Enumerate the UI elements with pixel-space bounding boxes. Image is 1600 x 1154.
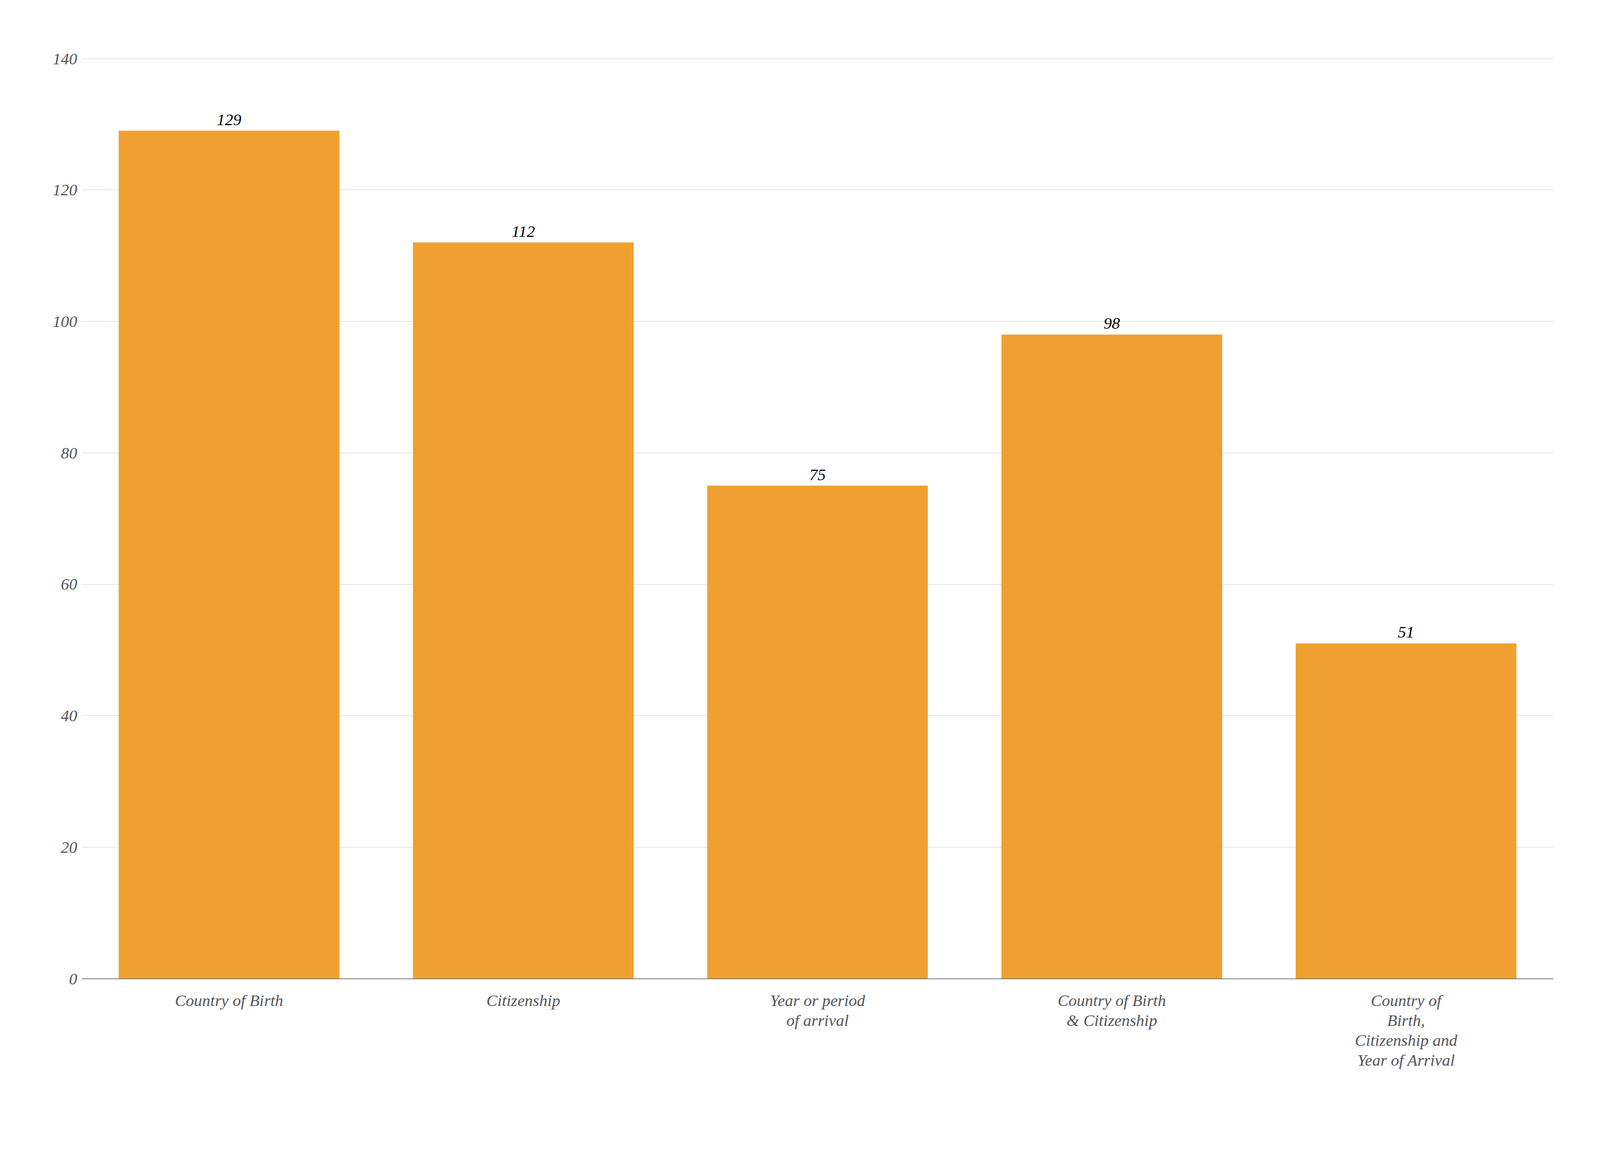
svg-text:Citizenship and: Citizenship and bbox=[1354, 1031, 1458, 1050]
svg-text:60: 60 bbox=[60, 575, 78, 594]
svg-text:& Citizenship: & Citizenship bbox=[1066, 1011, 1158, 1030]
svg-text:Year of Arrival: Year of Arrival bbox=[1357, 1051, 1455, 1070]
svg-text:112: 112 bbox=[511, 222, 536, 241]
svg-text:98: 98 bbox=[1103, 314, 1121, 333]
svg-text:0: 0 bbox=[69, 969, 78, 989]
svg-text:100: 100 bbox=[52, 312, 78, 331]
svg-text:Citizenship: Citizenship bbox=[486, 991, 560, 1010]
svg-text:51: 51 bbox=[1398, 623, 1415, 642]
svg-text:80: 80 bbox=[60, 444, 78, 463]
svg-text:20: 20 bbox=[60, 838, 78, 857]
svg-text:Birth,: Birth, bbox=[1387, 1011, 1426, 1030]
svg-text:120: 120 bbox=[52, 180, 78, 199]
svg-text:129: 129 bbox=[217, 110, 242, 129]
svg-text:140: 140 bbox=[52, 49, 78, 68]
svg-text:75: 75 bbox=[809, 465, 827, 484]
svg-text:Country of Birth: Country of Birth bbox=[1057, 991, 1166, 1010]
svg-text:Year or period: Year or period bbox=[769, 991, 866, 1010]
svg-text:Country of Birth: Country of Birth bbox=[174, 991, 284, 1010]
svg-text:of arrival: of arrival bbox=[786, 1011, 849, 1030]
svg-text:Country of: Country of bbox=[1370, 991, 1444, 1010]
svg-text:40: 40 bbox=[60, 706, 78, 725]
